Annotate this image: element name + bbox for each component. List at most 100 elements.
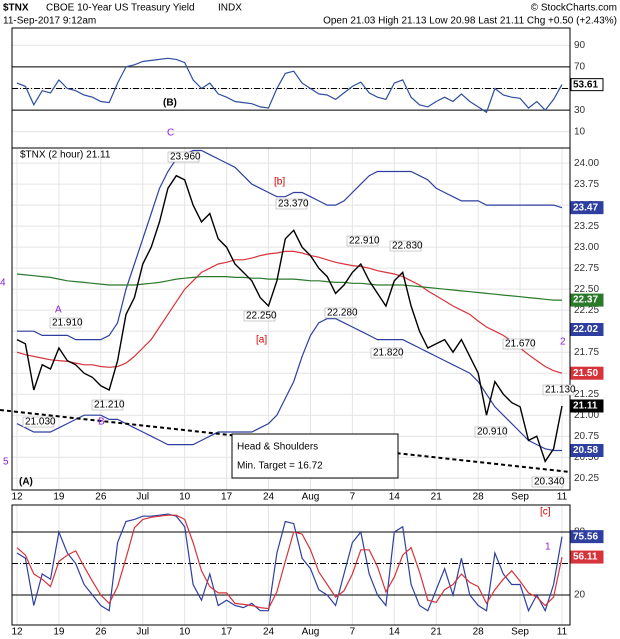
wave-label: B bbox=[98, 417, 105, 428]
last-value-box bbox=[570, 444, 604, 458]
wave-label: 2 bbox=[560, 337, 566, 348]
last-value-label: 22.37 bbox=[573, 295, 598, 306]
last-value-box bbox=[570, 399, 604, 413]
source: © StockCharts.com bbox=[531, 3, 617, 14]
price-label: 23.370 bbox=[278, 199, 309, 210]
x-tick-label: Aug bbox=[302, 627, 320, 638]
x-tick-label: 12 bbox=[11, 627, 23, 638]
callout-text: Head & Shoulders bbox=[237, 442, 318, 453]
x-tick-label: 28 bbox=[473, 627, 485, 638]
y-tick-label: 21.00 bbox=[574, 410, 599, 421]
price-label-box bbox=[275, 198, 308, 210]
last-value-box bbox=[570, 550, 604, 564]
series-line bbox=[16, 57, 563, 114]
x-tick-label: Sep bbox=[511, 492, 529, 503]
price-label: 22.830 bbox=[392, 241, 423, 252]
x-tick-label: 10 bbox=[179, 492, 191, 503]
x-tick-label: Jul bbox=[136, 627, 149, 638]
x-tick-label: 11 bbox=[557, 492, 568, 503]
price-label: 21.210 bbox=[94, 400, 125, 411]
series-line bbox=[16, 513, 563, 613]
x-tick-label: Aug bbox=[302, 492, 320, 503]
last-value-label: 21.11 bbox=[573, 401, 598, 412]
series-line bbox=[16, 514, 563, 610]
series-line bbox=[16, 318, 562, 452]
x-tick-label: 12 bbox=[11, 492, 23, 503]
series-line bbox=[16, 273, 562, 301]
price-label-box bbox=[167, 151, 200, 163]
y-tick-label: 20.50 bbox=[574, 452, 599, 463]
series-line bbox=[16, 174, 563, 463]
last-value-label: 23.47 bbox=[573, 202, 598, 213]
y-tick-label: 22.25 bbox=[574, 305, 599, 316]
panel bbox=[12, 505, 570, 625]
x-tick-label: 17 bbox=[221, 492, 233, 503]
x-tick-label: 26 bbox=[95, 627, 107, 638]
y-tick-label: 24.00 bbox=[574, 158, 599, 169]
x-tick-label: 10 bbox=[179, 627, 191, 638]
symbol: $TNX bbox=[3, 3, 29, 14]
wave-label: A bbox=[55, 305, 62, 316]
price-label-box bbox=[531, 476, 564, 488]
x-tick-label: 14 bbox=[389, 627, 401, 638]
price-label: 21.130 bbox=[545, 385, 576, 396]
price-label-box bbox=[243, 310, 276, 322]
last-value-box bbox=[570, 78, 604, 92]
last-value-box bbox=[570, 530, 604, 544]
wave-label: 1 bbox=[545, 542, 551, 553]
x-tick-label: Sep bbox=[511, 627, 529, 638]
x-tick-label: 24 bbox=[263, 492, 275, 503]
x-tick-label: 28 bbox=[473, 492, 485, 503]
y-tick-label: 23.75 bbox=[574, 179, 599, 190]
x-tick-label: 19 bbox=[53, 492, 65, 503]
price-label: 22.280 bbox=[327, 308, 358, 319]
legend: $TNX (2 hour) 21.11 bbox=[20, 150, 111, 161]
y-tick-label: 22.50 bbox=[574, 284, 599, 295]
y-tick-label: 30 bbox=[574, 105, 586, 116]
price-label: 21.820 bbox=[373, 348, 404, 359]
price-label: 21.030 bbox=[25, 417, 56, 428]
y-tick-label: 10 bbox=[574, 126, 586, 137]
last-value-box bbox=[570, 201, 604, 215]
last-value-label: 21.50 bbox=[573, 368, 598, 379]
price-label: 23.960 bbox=[170, 152, 201, 163]
x-tick-label: 21 bbox=[431, 492, 443, 503]
wave-label: [b] bbox=[274, 177, 285, 188]
x-tick-label: 11 bbox=[557, 627, 568, 638]
exchange: INDX bbox=[218, 3, 242, 14]
price-label: 22.910 bbox=[349, 236, 380, 247]
panel-border bbox=[11, 504, 571, 626]
x-tick-label: 21 bbox=[431, 627, 443, 638]
last-value-box bbox=[570, 293, 604, 307]
wave-label: (B) bbox=[163, 98, 177, 109]
y-tick-label: 22.75 bbox=[574, 263, 599, 274]
price-label-box bbox=[324, 307, 357, 319]
last-value-label: 53.61 bbox=[573, 79, 598, 90]
series-line bbox=[16, 250, 563, 374]
x-tick-label: Jul bbox=[136, 492, 149, 503]
wave-label: C bbox=[167, 128, 174, 139]
panel-border bbox=[11, 147, 571, 491]
callout-box bbox=[231, 433, 399, 479]
quote: Open 21.03 High 21.13 Low 20.98 Last 21.… bbox=[323, 16, 617, 27]
price-label-box bbox=[389, 240, 422, 252]
price-label-box bbox=[502, 338, 535, 350]
wave-label: [a] bbox=[256, 335, 267, 346]
wave-label: [c] bbox=[540, 507, 551, 518]
y-tick-label: 21.75 bbox=[574, 347, 599, 358]
x-tick-label: 19 bbox=[53, 627, 65, 638]
price-label-box bbox=[370, 347, 403, 359]
x-tick-label: 26 bbox=[95, 492, 107, 503]
x-tick-label: 7 bbox=[350, 492, 356, 503]
y-tick-label: 23.00 bbox=[574, 242, 599, 253]
index-name: CBOE 10-Year US Treasury Yield bbox=[46, 3, 195, 14]
callout-text: Min. Target = 16.72 bbox=[237, 461, 323, 472]
neckline bbox=[0, 409, 571, 473]
price-label: 21.910 bbox=[52, 318, 83, 329]
price-label-box bbox=[91, 399, 124, 411]
price-label: 22.250 bbox=[246, 311, 277, 322]
panel bbox=[12, 28, 570, 148]
price-label-box bbox=[474, 426, 507, 438]
y-tick-label: 20 bbox=[574, 590, 586, 601]
